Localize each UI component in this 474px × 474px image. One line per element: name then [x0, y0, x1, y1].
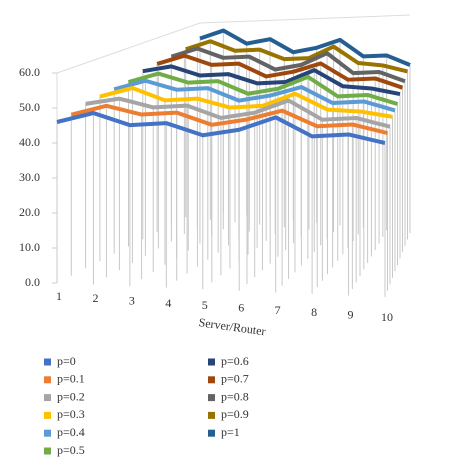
legend-label: p=0.1	[57, 372, 85, 386]
legend-label: p=0.6	[221, 354, 249, 368]
series-ribbon	[99, 85, 393, 119]
legend-label: p=0.9	[221, 407, 249, 421]
series-ribbon	[185, 39, 408, 74]
legend-swatch	[208, 394, 215, 402]
legend-swatch	[44, 447, 51, 455]
x-tick-label: 9	[348, 308, 354, 322]
y-tick-label: 50.0	[19, 100, 40, 114]
legend-label: p=0.7	[221, 372, 249, 386]
x-tick-label: 5	[202, 298, 208, 312]
legend-swatch	[44, 429, 51, 437]
x-tick-label: 8	[311, 305, 317, 319]
x-axis-title: Server/Router	[198, 315, 267, 338]
y-tick-label: 60.0	[19, 65, 40, 79]
x-tick-label: 4	[165, 296, 171, 310]
series-ribbon	[156, 53, 404, 90]
legend-swatch	[208, 358, 215, 366]
series-ribbon	[70, 103, 388, 136]
series-ribbon	[113, 78, 396, 113]
series-ribbon	[56, 111, 386, 145]
x-tick-label: 6	[238, 301, 244, 315]
legend-label: p=0.4	[57, 425, 85, 439]
x-tick-label: 1	[56, 289, 62, 303]
legend-label: p=0.2	[57, 389, 85, 403]
legend-swatch	[208, 411, 215, 419]
legend-label: p=0	[57, 354, 76, 368]
x-tick-label: 7	[275, 303, 281, 317]
y-tick-label: 0.0	[25, 275, 40, 289]
legend-swatch	[208, 429, 215, 437]
legend-swatch	[44, 411, 51, 419]
series-ribbon	[199, 28, 411, 67]
y-tick-label: 20.0	[19, 205, 40, 219]
walls	[56, 14, 411, 283]
series-ribbon	[142, 64, 401, 97]
legend-swatch	[44, 394, 51, 402]
y-tick-label: 40.0	[19, 135, 40, 149]
legend-swatch	[44, 376, 51, 384]
y-tick-label: 10.0	[19, 240, 40, 254]
legend-swatch	[208, 376, 215, 384]
wall-edge	[56, 14, 411, 74]
series-ribbon	[127, 71, 399, 106]
series-ribbon	[170, 46, 406, 84]
y-tick-label: 30.0	[19, 170, 40, 184]
x-tick-label: 3	[129, 293, 135, 307]
legend-swatch	[44, 358, 51, 366]
legend-label: p=1	[221, 425, 240, 439]
legend-label: p=0.3	[57, 407, 85, 421]
x-tick-label: 2	[92, 291, 98, 305]
series-ribbon	[85, 96, 391, 129]
legend-label: p=0.5	[57, 443, 85, 457]
legend-label: p=0.8	[221, 389, 249, 403]
x-tick-label: 10	[381, 310, 393, 324]
